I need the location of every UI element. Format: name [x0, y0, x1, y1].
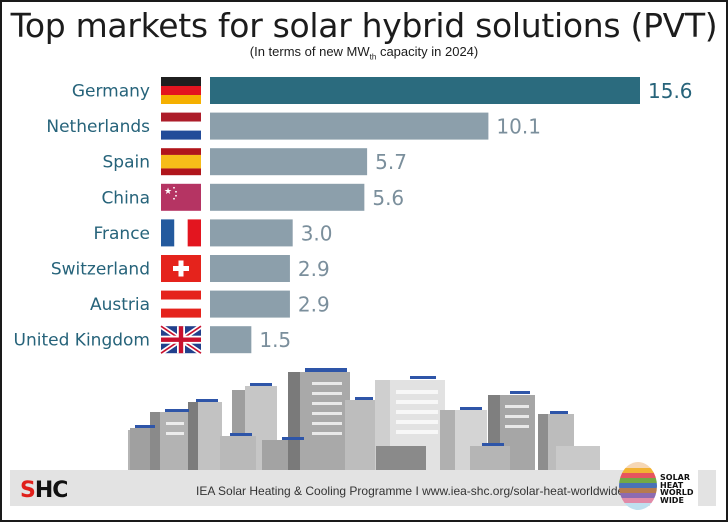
- bar-austria: [210, 290, 290, 318]
- bar-china: [210, 183, 365, 211]
- bar-united-kingdom: [210, 326, 252, 354]
- spain-flag-icon: [161, 148, 201, 176]
- category-label: Spain: [103, 153, 151, 173]
- netherlands-flag-icon: [161, 112, 201, 140]
- bar-france: [210, 219, 293, 247]
- subtitle-text-end: capacity in 2024): [376, 44, 479, 59]
- bar-chart: Germany 15.6 Netherlands 10.1 Spain 5.7 China ★…: [14, 77, 693, 356]
- value-label: 10.1: [496, 115, 541, 139]
- category-label: Austria: [90, 295, 150, 315]
- category-label: Germany: [72, 82, 150, 102]
- building-windows: [166, 382, 529, 435]
- logo-line: WIDE: [660, 495, 684, 505]
- footer-band-right: [698, 470, 716, 506]
- value-label: 5.6: [372, 186, 404, 210]
- chart-subtitle: (In terms of new MWth capacity in 2024): [0, 44, 728, 62]
- category-label: France: [93, 224, 150, 244]
- bar-switzerland: [210, 255, 290, 282]
- shc-logo-hc: HC: [34, 478, 69, 503]
- value-label: 15.6: [648, 79, 693, 103]
- category-label: United Kingdom: [14, 331, 150, 351]
- logo-line: WORLD: [660, 488, 694, 497]
- category-label: Switzerland: [51, 260, 150, 280]
- footer-band: [10, 470, 650, 506]
- value-label: 3.0: [301, 221, 333, 245]
- logo-line: SOLAR: [660, 473, 691, 482]
- chart-title: Top markets for solar hybrid solutions (…: [10, 6, 718, 45]
- solar-panels: [135, 368, 568, 446]
- solar-heat-worldwide-logo-text: SOLAR HEAT WORLD WIDE: [660, 474, 694, 504]
- value-label: 5.7: [375, 150, 407, 174]
- germany-flag-icon: [161, 77, 201, 104]
- subtitle-text: (In terms of new MW: [249, 44, 370, 59]
- shc-logo-s: S: [20, 478, 36, 503]
- category-label: Netherlands: [46, 117, 150, 137]
- footer-credit: IEA Solar Heating & Cooling Programme I …: [196, 484, 625, 498]
- value-label: 2.9: [298, 257, 330, 281]
- value-label: 1.5: [259, 328, 291, 352]
- value-label: 2.9: [298, 293, 330, 317]
- bar-spain: [210, 148, 368, 176]
- austria-flag-icon: [161, 290, 201, 318]
- subtitle-subscript: th: [369, 52, 377, 62]
- united-kingdom-flag-icon: [159, 324, 203, 356]
- bar-germany: [210, 77, 640, 104]
- solar-heat-worldwide-globe-icon: [619, 462, 657, 510]
- shc-logo: SHC: [20, 478, 69, 503]
- logo-line: HEAT: [660, 480, 684, 490]
- switzerland-flag-icon: [161, 255, 201, 282]
- category-label: China: [101, 188, 150, 208]
- skyline-buildings: [128, 372, 600, 470]
- svg-text:★: ★: [164, 187, 172, 197]
- france-flag-icon: [161, 219, 201, 247]
- bar-netherlands: [210, 112, 489, 140]
- china-flag-icon: ★: [161, 183, 201, 211]
